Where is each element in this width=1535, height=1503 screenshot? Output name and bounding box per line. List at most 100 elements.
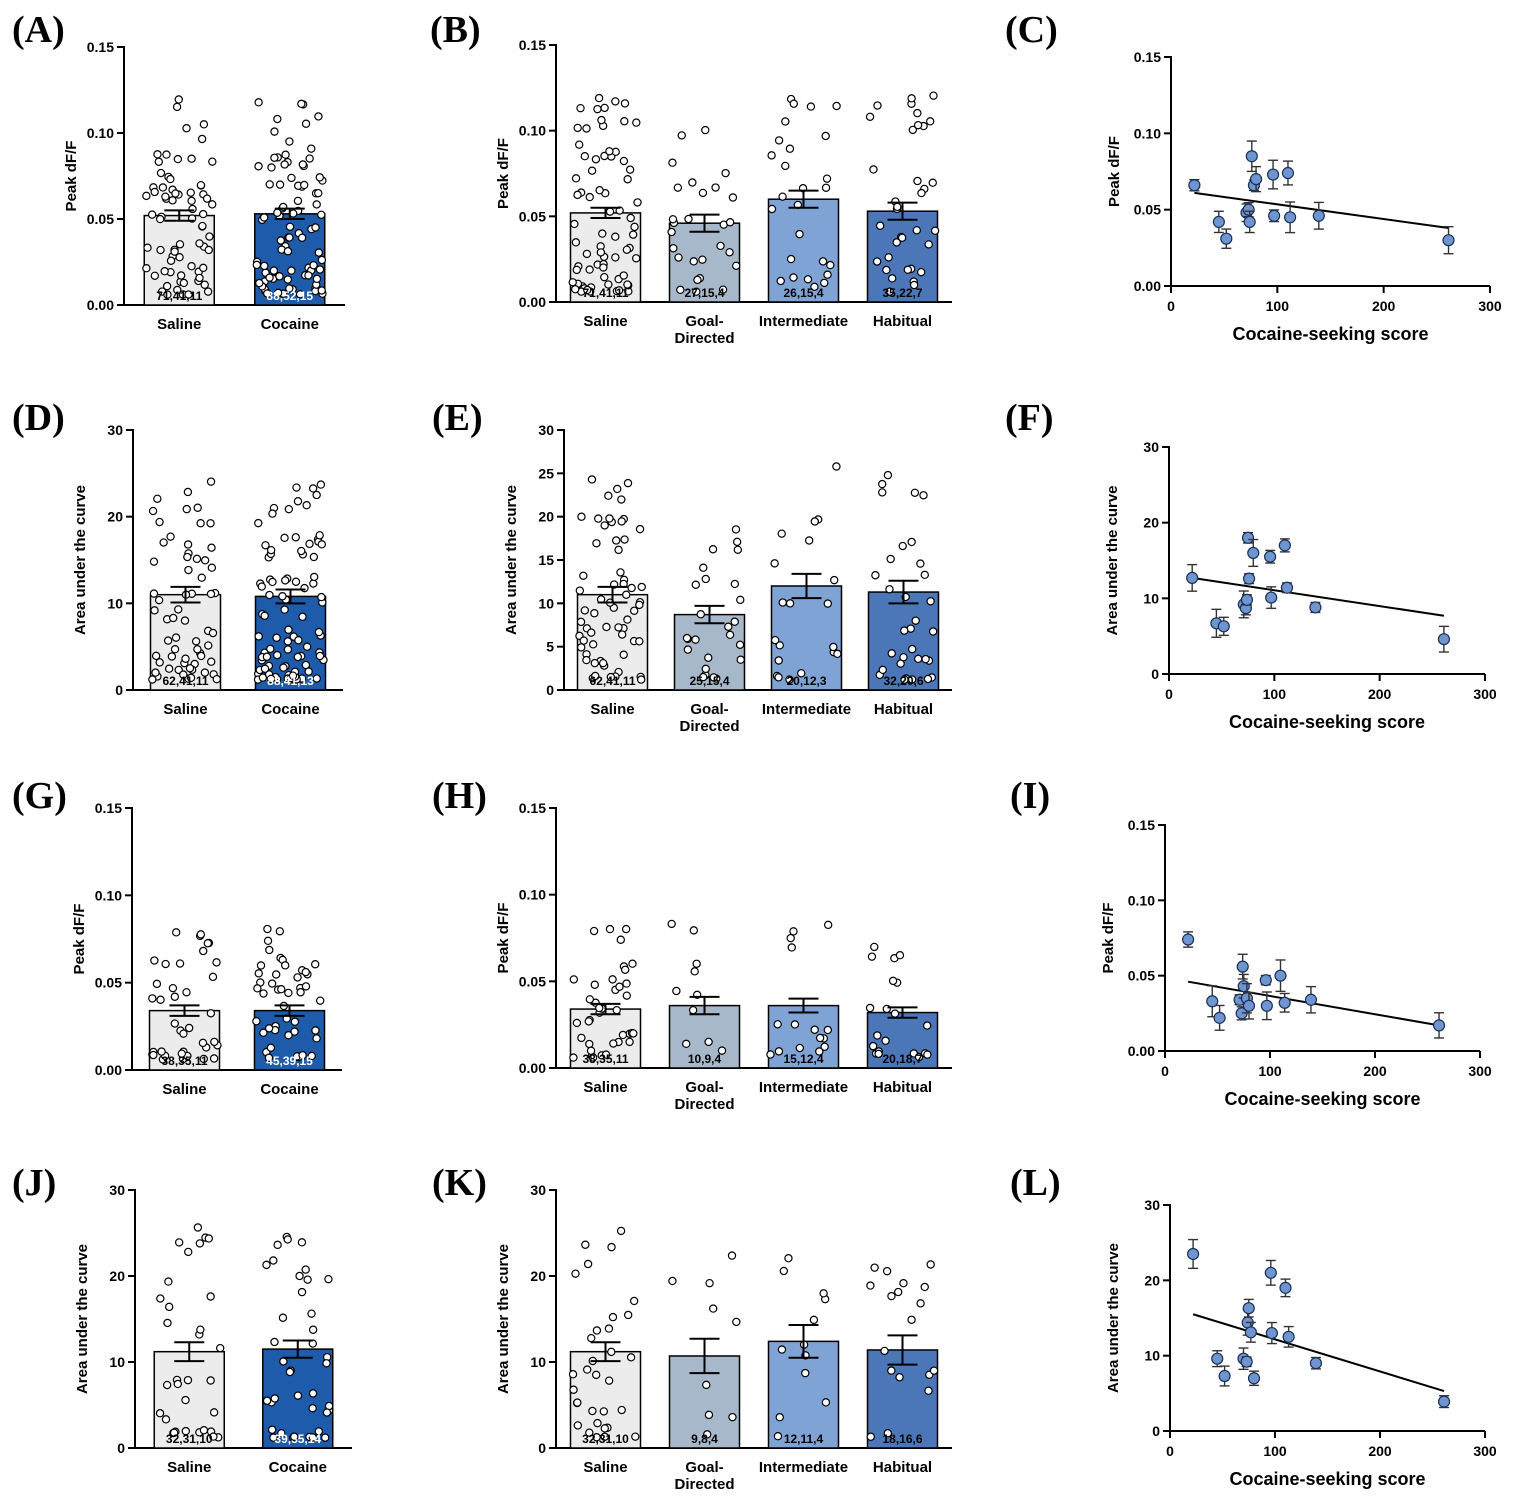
data-point <box>183 487 193 497</box>
x-tick-label: Cocaine <box>261 316 319 333</box>
data-point <box>173 154 183 164</box>
scatter-point <box>1188 179 1201 192</box>
data-point <box>898 541 907 551</box>
n-label: 18,16,6 <box>882 1432 922 1446</box>
data-point <box>587 475 597 484</box>
data-point <box>174 95 183 104</box>
data-point <box>200 556 210 565</box>
data-point <box>580 152 590 161</box>
data-point <box>582 655 591 665</box>
data-point <box>669 244 678 253</box>
data-point <box>153 494 162 504</box>
data-point <box>265 180 274 189</box>
data-point <box>620 535 629 544</box>
data-point <box>773 1020 782 1029</box>
data-point <box>583 1259 593 1269</box>
data-point <box>270 1394 279 1403</box>
data-point <box>775 1413 784 1422</box>
data-point <box>789 273 798 282</box>
data-point <box>605 514 614 523</box>
scatter-point <box>1242 1302 1255 1315</box>
panel-f: (F) 0 10 20 30 Area under the curve 0 100 200 300… <box>1005 397 1497 732</box>
data-point <box>594 93 604 103</box>
y-tick-label: 10 <box>1143 590 1159 606</box>
data-point <box>930 226 940 235</box>
data-point <box>598 229 607 238</box>
panel-j: (J) 0 10 20 30 Area under the curve 32,31,10 Sa… <box>12 1162 352 1476</box>
data-point <box>307 144 316 153</box>
data-point <box>204 245 213 255</box>
data-point <box>622 991 632 1000</box>
data-point <box>600 272 609 282</box>
data-point <box>205 232 214 241</box>
data-point <box>591 155 601 164</box>
data-point <box>150 606 159 615</box>
data-point <box>583 285 592 295</box>
y-tick-label: 0.10 <box>1134 125 1161 141</box>
data-point <box>801 1368 810 1378</box>
data-point <box>171 189 180 198</box>
data-point <box>305 539 314 549</box>
data-point <box>268 577 277 587</box>
data-point <box>172 928 181 937</box>
data-point <box>790 1020 800 1029</box>
data-point <box>571 174 581 183</box>
x-tick-label: Saline <box>583 313 627 330</box>
x-tick-label: Goal- <box>685 1459 723 1476</box>
data-point <box>280 533 289 543</box>
data-point <box>172 102 182 112</box>
data-point <box>311 960 320 969</box>
data-point <box>317 540 327 549</box>
data-point <box>804 536 814 545</box>
data-point <box>259 1028 268 1037</box>
data-point <box>209 1432 218 1441</box>
data-point <box>617 517 626 526</box>
data-point <box>929 1366 939 1375</box>
y-tick-label: 10 <box>538 595 554 611</box>
data-point <box>829 642 838 652</box>
data-point <box>259 213 269 222</box>
data-point <box>283 637 293 646</box>
data-point <box>785 144 795 153</box>
data-point <box>317 210 326 219</box>
data-point <box>298 612 307 621</box>
data-point <box>919 491 928 500</box>
x-tick-label: 100 <box>1258 1063 1282 1079</box>
data-point <box>774 656 783 665</box>
data-point <box>786 933 795 943</box>
panel-label: (C) <box>1005 9 1058 51</box>
data-point <box>895 951 905 960</box>
data-point <box>595 185 604 195</box>
data-point <box>913 654 923 664</box>
data-point <box>596 248 606 257</box>
data-point <box>322 1359 331 1368</box>
data-point <box>767 151 776 160</box>
data-point <box>897 233 907 242</box>
data-point <box>568 278 577 287</box>
data-point <box>254 98 263 107</box>
scatter-point <box>1242 572 1256 585</box>
panel-label: (I) <box>1010 775 1050 817</box>
data-point <box>616 568 625 577</box>
data-point <box>163 636 173 645</box>
y-tick-label: 0 <box>538 1440 546 1456</box>
x-tick-label: 200 <box>1368 1443 1392 1459</box>
x-tick-label: Cocaine <box>269 1459 327 1476</box>
y-tick-label: 10 <box>109 1354 125 1370</box>
data-point <box>803 275 813 284</box>
y-tick-label: 5 <box>546 639 554 655</box>
y-tick-label: 20 <box>538 509 554 525</box>
y-axis-title: Peak dF/F <box>71 904 88 975</box>
data-point <box>259 989 268 998</box>
data-point <box>892 238 901 247</box>
data-point <box>602 622 611 632</box>
data-point <box>632 118 641 127</box>
y-tick-label: 0.05 <box>95 975 122 991</box>
data-point <box>320 1433 330 1442</box>
data-point <box>155 1409 165 1418</box>
data-point <box>256 961 266 970</box>
data-point <box>266 644 275 654</box>
data-point <box>287 266 296 275</box>
data-point <box>155 214 165 224</box>
data-point <box>264 1024 274 1033</box>
